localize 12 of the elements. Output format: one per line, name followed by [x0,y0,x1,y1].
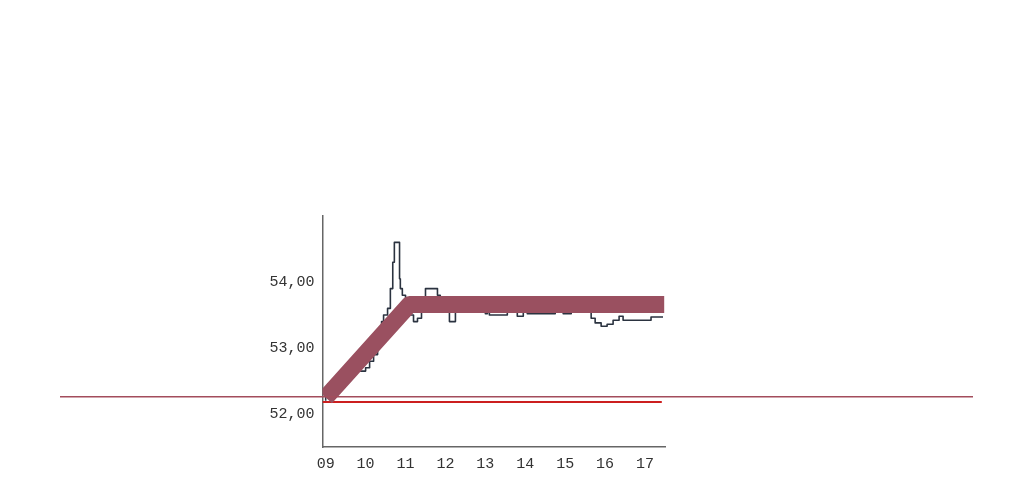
x-tick-label: 10 [356,455,375,473]
y-tick-label: 53,00 [269,339,315,357]
x-tick-label: 14 [516,455,535,473]
x-tick-label: 15 [556,455,575,473]
x-tick-label: 11 [396,455,415,473]
x-tick-label: 17 [636,455,655,473]
y-tick-label: 52,00 [269,405,315,423]
x-tick-label: 13 [476,455,495,473]
x-tick-label: 12 [436,455,455,473]
x-tick-label: 16 [596,455,615,473]
x-tick-label: 09 [316,455,335,473]
y-tick-label: 54,00 [269,273,315,291]
